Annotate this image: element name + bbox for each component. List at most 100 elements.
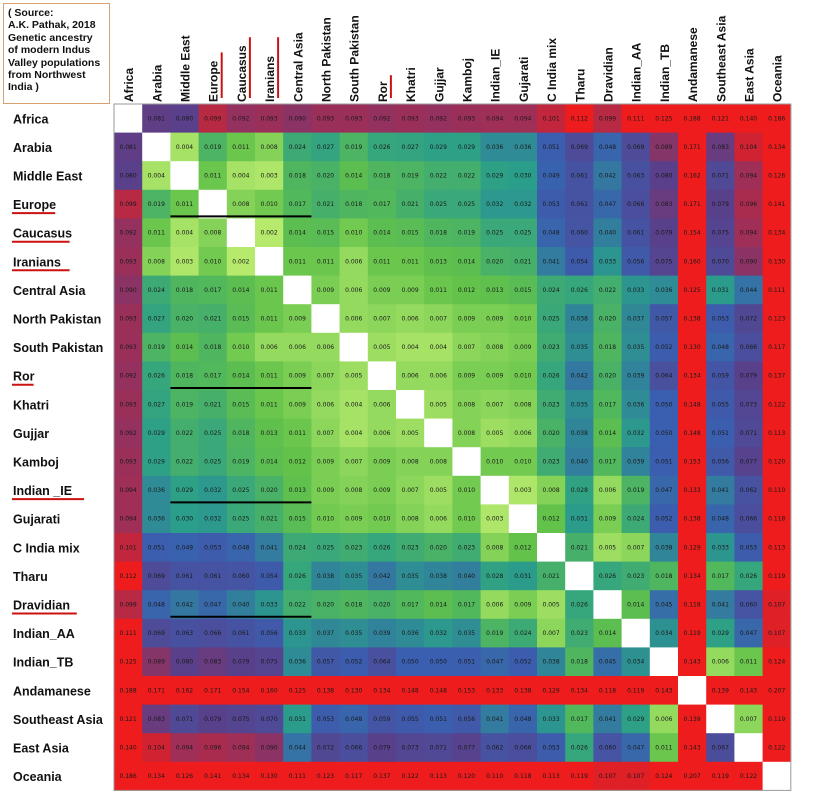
heatmap-cell — [678, 218, 707, 248]
heatmap-cell — [565, 189, 594, 219]
heatmap-cell — [452, 218, 481, 248]
cell-value-label: 0.032 — [514, 201, 531, 208]
heatmap-cell — [198, 761, 228, 791]
heatmap-cell — [508, 104, 538, 133]
cell-value-label: 0.134 — [571, 687, 588, 694]
cell-value-label: 0.020 — [486, 258, 503, 265]
cell-value-label: 0.090 — [261, 745, 278, 752]
heatmap-cell — [339, 418, 369, 448]
heatmap-cell — [621, 561, 651, 591]
cell-value-label: 0.020 — [317, 173, 334, 180]
heatmap-cell — [339, 704, 369, 734]
heatmap-cell — [142, 533, 171, 562]
heatmap-cell — [452, 132, 481, 162]
cell-value-label: 0.006 — [373, 401, 390, 408]
heatmap-cell — [621, 704, 651, 734]
heatmap-cell — [649, 304, 679, 334]
heatmap-cell — [593, 761, 622, 791]
cell-value-label: 0.101 — [120, 544, 137, 551]
cell-value-label: 0.021 — [571, 544, 588, 551]
column-label: Khatri — [404, 67, 418, 102]
cell-value-label: 0.138 — [684, 516, 701, 523]
cell-value-label: 0.023 — [543, 459, 560, 466]
heatmap-cell — [311, 104, 340, 133]
heatmap-cell — [593, 475, 622, 505]
cell-value-label: 0.049 — [176, 544, 193, 551]
cell-value-label: 0.119 — [684, 630, 701, 637]
cell-value-label: 0.130 — [768, 258, 785, 265]
heatmap-cell — [706, 475, 735, 505]
heatmap-cell — [480, 647, 510, 677]
heatmap-cell — [283, 647, 312, 677]
heatmap-cell — [367, 475, 397, 505]
cell-value-label: 0.139 — [684, 716, 701, 723]
cell-value-label: 0.009 — [514, 602, 531, 609]
heatmap-cell — [508, 676, 538, 705]
cell-value-label: 0.038 — [317, 573, 334, 580]
heatmap-cell — [649, 676, 679, 705]
heatmap-cell — [706, 590, 735, 620]
cell-value-label: 0.037 — [317, 630, 334, 637]
heatmap-cell — [762, 733, 792, 763]
cell-value-label: 0.119 — [712, 773, 729, 780]
heatmap-cell — [678, 304, 707, 334]
cell-value-label: 0.133 — [486, 687, 503, 694]
heatmap-cell — [396, 761, 425, 791]
heatmap-cell — [706, 189, 735, 219]
cell-value-label: 0.019 — [627, 487, 644, 494]
heatmap-cell — [508, 218, 538, 248]
heatmap-cell — [706, 132, 735, 162]
heatmap-cell — [762, 447, 792, 477]
cell-value-label: 0.073 — [740, 401, 757, 408]
heatmap-cell — [339, 390, 369, 419]
cell-value-label: 0.014 — [345, 173, 362, 180]
cell-value-label: 0.099 — [204, 115, 221, 122]
heatmap-cell — [367, 247, 397, 276]
heatmap-cell — [734, 647, 763, 677]
heatmap-cell — [170, 533, 199, 562]
cell-value-label: 0.006 — [345, 258, 362, 265]
heatmap-cell — [226, 361, 256, 391]
heatmap-cell — [424, 618, 453, 648]
cell-value-label: 0.029 — [627, 716, 644, 723]
heatmap-cell — [170, 504, 199, 534]
heatmap-cell — [198, 104, 228, 133]
cell-value-label: 0.056 — [458, 716, 475, 723]
diagonal-cell — [198, 189, 228, 219]
cell-value-label: 0.024 — [627, 516, 644, 523]
heatmap-cell — [762, 332, 792, 362]
heatmap-cell — [367, 733, 397, 763]
heatmap-cell — [311, 189, 340, 219]
heatmap-cell — [593, 704, 622, 734]
heatmap-cell — [255, 275, 284, 305]
heatmap-cell — [508, 533, 538, 562]
heatmap-cell — [226, 761, 256, 791]
cell-value-label: 0.011 — [402, 258, 419, 265]
cell-value-label: 0.031 — [289, 716, 306, 723]
column-label: Middle East — [179, 35, 193, 102]
cell-value-label: 0.117 — [345, 773, 362, 780]
cell-value-label: 0.008 — [430, 459, 447, 466]
cell-value-label: 0.006 — [712, 659, 729, 666]
cell-value-label: 0.012 — [543, 516, 560, 523]
heatmap-cell — [142, 561, 171, 591]
row-label: Arabia — [13, 141, 53, 155]
cell-value-label: 0.036 — [514, 144, 531, 151]
heatmap-cell — [255, 390, 284, 419]
cell-value-label: 0.018 — [176, 287, 193, 294]
cell-value-label: 0.130 — [345, 687, 362, 694]
heatmap-cell — [621, 132, 651, 162]
cell-value-label: 0.027 — [402, 144, 419, 151]
heatmap-cell — [255, 704, 284, 734]
cell-value-label: 0.040 — [599, 230, 616, 237]
heatmap-cell — [283, 618, 312, 648]
heatmap-cell — [678, 104, 707, 133]
cell-value-label: 0.186 — [120, 773, 137, 780]
row-labels: Africa Arabia Middle East Europe Caucasus Ira… — [13, 112, 104, 784]
cell-value-label: 0.009 — [486, 373, 503, 380]
row-label: Andamanese — [13, 684, 91, 698]
cell-value-label: 0.023 — [458, 544, 475, 551]
cell-value-label: 0.050 — [402, 659, 419, 666]
cell-value-label: 0.020 — [430, 544, 447, 551]
heatmap-cell — [114, 332, 143, 362]
